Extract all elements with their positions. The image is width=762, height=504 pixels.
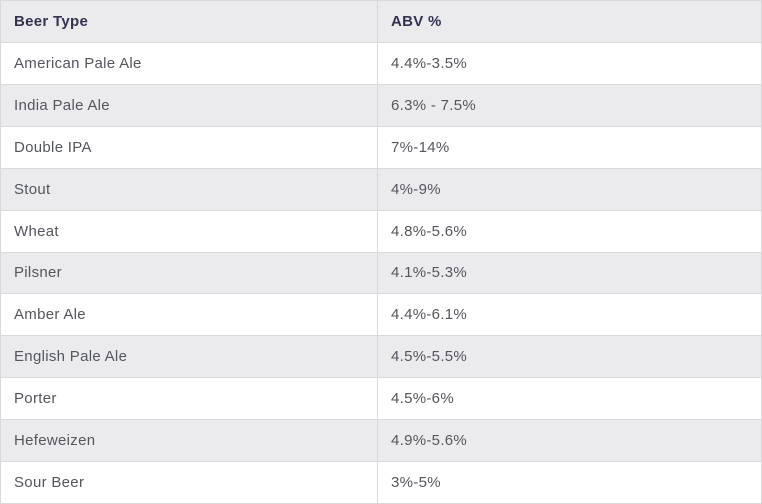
cell-beer-type: English Pale Ale: [1, 336, 378, 378]
cell-beer-type: India Pale Ale: [1, 84, 378, 126]
cell-beer-type: Sour Beer: [1, 462, 378, 503]
cell-abv: 6.3% - 7.5%: [391, 96, 477, 114]
table-header-row: Beer Type ABV %: [1, 1, 761, 42]
cell-abv: 4.5%-5.5%: [391, 348, 468, 366]
table-row: Hefeweizen 4.9%-5.6%: [1, 419, 761, 462]
cell-beer-type: Double IPA: [1, 126, 378, 168]
table-row: Wheat 4.8%-5.6%: [1, 209, 761, 252]
cell-beer-type: Stout: [1, 168, 378, 210]
cell-abv: 3%-5%: [391, 474, 441, 492]
column-header-beer-type: Beer Type: [1, 1, 378, 42]
table-row: India Pale Ale 6.3% - 7.5%: [1, 83, 761, 126]
table-row: Sour Beer 3%-5%: [1, 461, 761, 503]
cell-beer-type: American Pale Ale: [1, 42, 378, 84]
cell-abv: 7%-14%: [391, 138, 450, 156]
cell-beer-type: Pilsner: [1, 252, 378, 294]
cell-abv: 4%-9%: [391, 180, 441, 198]
cell-abv: 4.4%-6.1%: [391, 306, 468, 324]
cell-abv: 4.4%-3.5%: [391, 54, 468, 72]
cell-beer-type: Amber Ale: [1, 294, 378, 336]
cell-abv: 4.9%-5.6%: [391, 432, 468, 450]
cell-abv: 4.8%-5.6%: [391, 222, 468, 240]
table-row: Porter 4.5%-6%: [1, 377, 761, 420]
table-row: American Pale Ale 4.4%-3.5%: [1, 41, 761, 84]
table-row: Stout 4%-9%: [1, 167, 761, 210]
cell-beer-type: Wheat: [1, 210, 378, 252]
cell-beer-type: Porter: [1, 378, 378, 420]
table-row: Amber Ale 4.4%-6.1%: [1, 293, 761, 336]
table-row: Pilsner 4.1%-5.3%: [1, 251, 761, 294]
column-header-abv: ABV %: [391, 12, 442, 30]
cell-abv: 4.5%-6%: [391, 390, 454, 408]
cell-abv: 4.1%-5.3%: [391, 264, 468, 282]
table-row: Double IPA 7%-14%: [1, 125, 761, 168]
cell-beer-type: Hefeweizen: [1, 420, 378, 462]
table-row: English Pale Ale 4.5%-5.5%: [1, 335, 761, 378]
